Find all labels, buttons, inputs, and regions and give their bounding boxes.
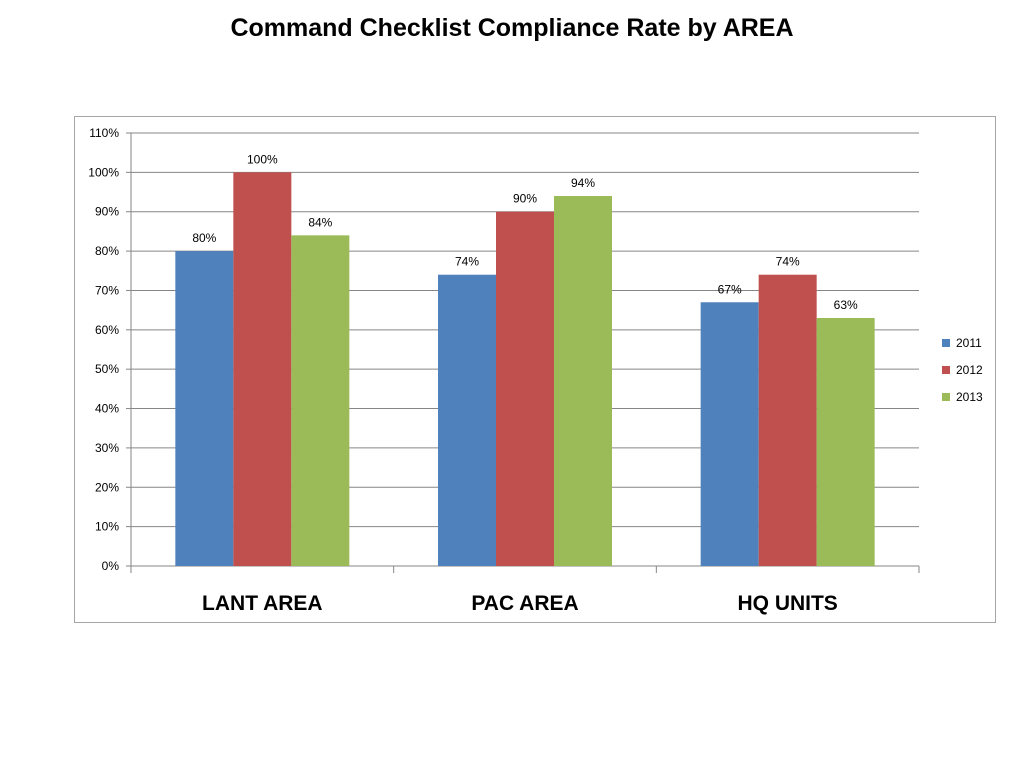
y-tick-label: 30% bbox=[95, 441, 119, 455]
y-tick-label: 110% bbox=[89, 126, 119, 140]
data-label: 67% bbox=[718, 282, 742, 296]
data-label: 84% bbox=[308, 215, 332, 229]
y-tick-label: 100% bbox=[88, 165, 119, 179]
y-tick-label: 0% bbox=[102, 559, 120, 573]
y-tick-label: 90% bbox=[95, 205, 119, 219]
category-label: PAC AREA bbox=[471, 592, 578, 615]
bar-2011-pac-area bbox=[438, 274, 496, 566]
data-label: 90% bbox=[513, 192, 537, 206]
bar-2013-lant-area bbox=[291, 235, 350, 566]
bar-chart: 0% 10% 20% 30% 40% 50% 60% 70% 80% 90% 100% 110% 80%… bbox=[88, 126, 983, 615]
legend-label: 2013 bbox=[956, 390, 983, 404]
chart-area: 0% 10% 20% 30% 40% 50% 60% 70% 80% 90% 100% 110% 80%… bbox=[74, 116, 996, 623]
bar-2012-pac-area bbox=[496, 211, 554, 566]
bar-2013-hq-units bbox=[816, 318, 875, 566]
category-label: HQ UNITS bbox=[737, 592, 837, 615]
legend-swatch-2013 bbox=[942, 393, 950, 401]
y-tick-label: 10% bbox=[95, 520, 119, 534]
data-label: 74% bbox=[776, 255, 800, 269]
category-label: LANT AREA bbox=[202, 592, 323, 615]
y-tick-label: 50% bbox=[95, 362, 119, 376]
legend-label: 2012 bbox=[956, 363, 983, 377]
data-label: 80% bbox=[192, 231, 216, 245]
bar-2013-pac-area bbox=[554, 195, 612, 566]
y-tick-label: 20% bbox=[95, 480, 119, 494]
y-tick-label: 70% bbox=[95, 283, 119, 297]
legend-swatch-2012 bbox=[942, 366, 950, 374]
data-label: 100% bbox=[247, 152, 278, 166]
bar-2011-hq-units bbox=[700, 302, 759, 566]
bar-2012-lant-area bbox=[233, 172, 292, 566]
data-label: 94% bbox=[571, 176, 595, 190]
y-tick-label: 40% bbox=[95, 402, 119, 416]
chart-title: Command Checklist Compliance Rate by ARE… bbox=[230, 14, 794, 42]
bar-2011-lant-area bbox=[175, 251, 234, 566]
legend-label: 2011 bbox=[956, 336, 982, 350]
legend-swatch-2011 bbox=[942, 339, 950, 347]
y-tick-label: 80% bbox=[95, 244, 119, 258]
data-label: 63% bbox=[834, 298, 858, 312]
data-label: 74% bbox=[455, 255, 479, 269]
bar-2012-hq-units bbox=[758, 274, 817, 566]
y-tick-label: 60% bbox=[95, 323, 119, 337]
